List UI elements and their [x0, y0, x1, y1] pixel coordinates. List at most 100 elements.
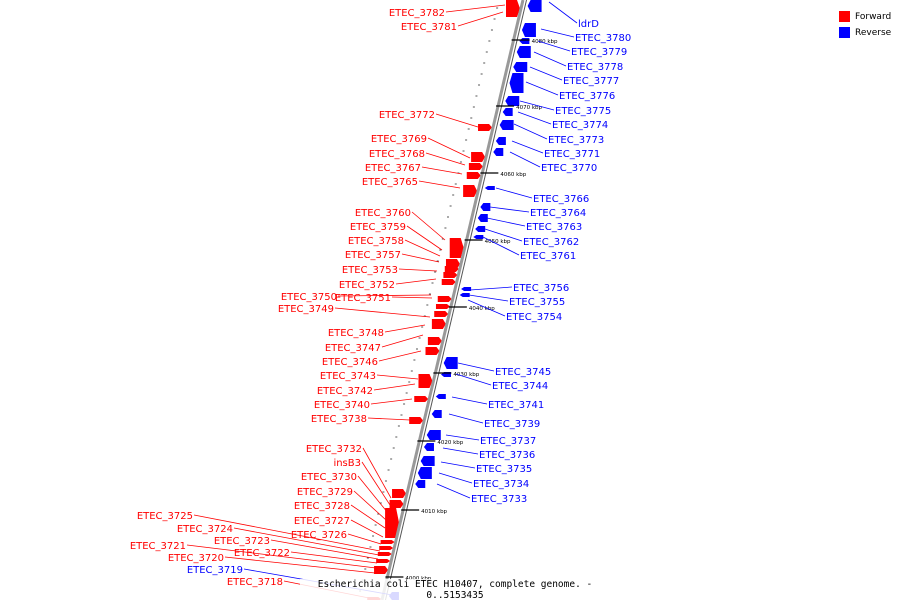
forward-gene-label: ETEC_3746: [322, 357, 378, 368]
forward-gene-arrow: [425, 347, 440, 355]
reverse-gene-connector: [469, 286, 513, 291]
forward-gene-label: ETEC_3765: [362, 177, 418, 188]
scale-label: 4040 kbp: [469, 306, 495, 312]
forward-gene-connector: [270, 539, 379, 560]
forward-gene-connector: [391, 296, 433, 299]
legend-item-reverse: Reverse: [839, 25, 891, 40]
legend-item-forward: Forward: [839, 9, 891, 24]
reverse-gene-label: ETEC_3756: [513, 283, 569, 294]
reverse-gene-label: ETEC_3764: [530, 208, 586, 219]
forward-gene-label: ETEC_3759: [350, 222, 406, 233]
reverse-gene-connector: [519, 100, 555, 111]
forward-gene-arrow: [443, 272, 458, 278]
reverse-gene-label: ETEC_3754: [506, 312, 562, 323]
reverse-gene-connector: [442, 447, 479, 455]
forward-gene-connector: [334, 307, 431, 318]
reverse-gene-arrow: [493, 148, 504, 156]
reverse-gene-label: ETEC_3741: [488, 400, 544, 411]
reverse-gene-arrow: [527, 0, 542, 12]
forward-gene-connector: [378, 350, 422, 362]
forward-gene-arrow: [468, 163, 483, 170]
forward-gene-arrow: [435, 304, 450, 309]
forward-gene-connector: [381, 334, 424, 348]
reverse-gene-arrow: [505, 96, 520, 106]
forward-gene-connector: [406, 225, 443, 251]
forward-gene-label: ETEC_3750: [281, 292, 337, 303]
reverse-gene-connector: [468, 294, 509, 302]
reverse-gene-label: ETEC_3745: [495, 367, 551, 378]
forward-gene-label: insB3: [333, 458, 361, 469]
forward-gene-label: ETEC_3751: [335, 293, 391, 304]
forward-gene-label: ETEC_3732: [306, 444, 362, 455]
forward-gene-arrow: [444, 266, 459, 272]
reverse-gene-arrow: [521, 23, 536, 37]
reverse-gene-label: ETEC_3744: [492, 381, 548, 392]
forward-gene-label: ETEC_3769: [371, 134, 427, 145]
forward-gene-label: ETEC_3757: [345, 250, 401, 261]
forward-gene-label: ETEC_3748: [328, 328, 384, 339]
forward-gene-label: ETEC_3747: [325, 343, 381, 354]
reverse-gene-label: ETEC_3735: [476, 464, 532, 475]
forward-gene-connector: [401, 253, 440, 263]
reverse-gene-arrow: [431, 410, 442, 418]
reverse-gene-label: ETEC_3762: [523, 237, 579, 248]
forward-gene-connector: [425, 152, 466, 166]
forward-gene-label: ETEC_3749: [278, 304, 334, 315]
forward-gene-label: ETEC_3718: [227, 577, 283, 588]
reverse-gene-arrow: [475, 226, 486, 232]
reverse-gene-connector: [517, 111, 552, 125]
forward-gene-connector: [337, 294, 432, 297]
forward-gene-arrow: [478, 124, 493, 131]
reverse-gene-label: ETEC_3778: [567, 62, 623, 73]
forward-gene-connector: [427, 137, 471, 159]
forward-gene-arrow: [392, 489, 407, 498]
forward-gene-arrow: [449, 238, 464, 258]
reverse-gene-label: ETEC_3775: [555, 106, 611, 117]
forward-gene-connector: [361, 461, 391, 506]
forward-gene-label: ETEC_3742: [317, 386, 373, 397]
forward-gene-connector: [435, 113, 479, 128]
forward-gene-label: ETEC_3721: [130, 541, 186, 552]
forward-gene-arrow: [463, 185, 478, 197]
reverse-gene-connector: [537, 40, 571, 52]
forward-gene-label: ETEC_3738: [311, 414, 367, 425]
reverse-gene-connector: [489, 206, 530, 213]
reverse-gene-arrow: [499, 120, 514, 130]
reverse-gene-connector: [455, 373, 492, 386]
reverse-gene-label: ETEC_3734: [473, 479, 529, 490]
reverse-gene-label: ETEC_3779: [571, 47, 627, 58]
forward-gene-connector: [445, 4, 506, 13]
reverse-gene-label: ETEC_3771: [544, 149, 600, 160]
forward-gene-connector: [370, 398, 413, 405]
forward-gene-connector: [367, 417, 411, 421]
reverse-gene-connector: [436, 483, 471, 499]
legend-label-forward: Forward: [855, 11, 892, 22]
forward-gene-arrow: [441, 279, 456, 285]
forward-gene-label: ETEC_3724: [177, 524, 233, 535]
forward-gene-arrow: [379, 546, 394, 550]
forward-gene-connector: [350, 519, 384, 538]
reverse-gene-connector: [438, 472, 473, 484]
reverse-gene-arrow: [495, 137, 506, 145]
forward-gene-label: ETEC_3758: [348, 236, 404, 247]
forward-gene-label: ETEC_3722: [234, 548, 290, 559]
reverse-gene-arrow: [477, 214, 488, 222]
scale-label: 4010 kbp: [421, 509, 447, 515]
reverse-gene-arrow: [519, 38, 530, 44]
reverse-gene-label: ETEC_3766: [533, 194, 589, 205]
reverse-gene-connector: [482, 236, 520, 256]
reverse-gene-connector: [529, 66, 563, 81]
forward-gene-label: ETEC_3781: [401, 22, 457, 33]
scale-label: 4050 kbp: [485, 239, 511, 245]
forward-gene-label: ETEC_3743: [320, 371, 376, 382]
forward-gene-label: ETEC_3768: [369, 149, 425, 160]
reverse-gene-label: ETEC_3770: [541, 163, 597, 174]
reverse-gene-connector: [457, 362, 495, 372]
scale-label: 4020 kbp: [437, 440, 463, 446]
forward-gene-arrow: [427, 337, 442, 345]
reverse-gene-arrow: [420, 456, 435, 466]
reverse-gene-connector: [451, 396, 488, 405]
forward-gene-label: ETEC_3728: [294, 501, 350, 512]
reverse-gene-arrow: [426, 430, 441, 440]
